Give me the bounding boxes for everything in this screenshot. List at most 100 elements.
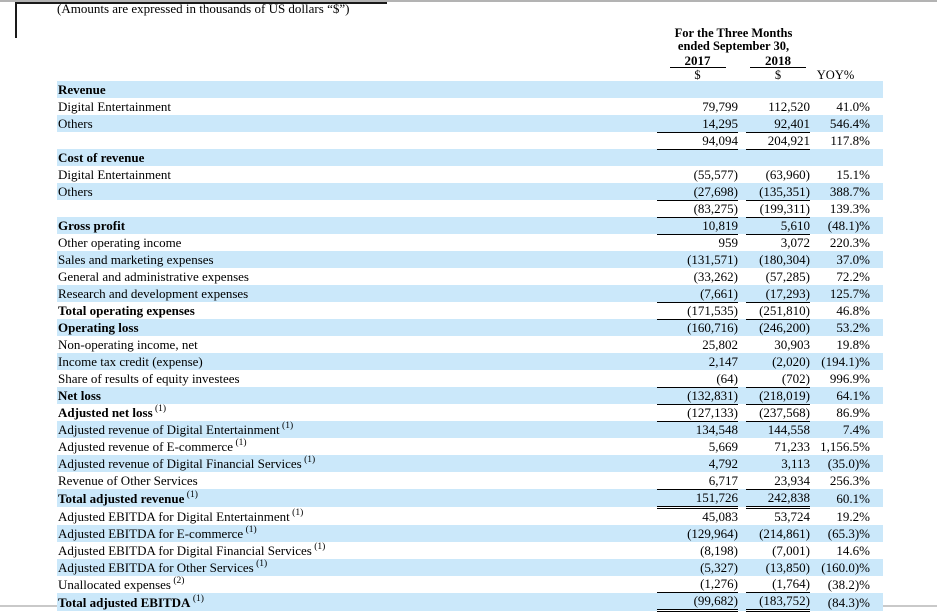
- row-label: Adjusted EBITDA for Digital Financial Se…: [57, 542, 657, 559]
- value-yoy: 7.4%: [842, 422, 871, 437]
- value-yoy: 60.1%: [836, 491, 871, 506]
- value-2018: [746, 81, 810, 98]
- value-2018: 204,921: [746, 132, 811, 150]
- value-yoy: 37.0%: [836, 252, 871, 267]
- row-label: Total operating expenses: [57, 302, 657, 319]
- row-label: Gross profit: [57, 217, 657, 234]
- value-yoy: 53.2%: [836, 320, 871, 335]
- value-2018: (702): [746, 370, 811, 388]
- row-label-text: Others: [58, 116, 93, 131]
- value-yoy: (160.0)%: [821, 559, 871, 575]
- value-2018: (57,285): [765, 269, 811, 284]
- row-label-text: Share of results of equity investees: [58, 371, 240, 386]
- value-2017: 6,717: [657, 472, 738, 490]
- row-label-text: Adjusted revenue of E-commerce: [58, 439, 234, 454]
- value-yoy: (84.3)%: [827, 594, 871, 610]
- row-label: Total adjusted revenue (1): [57, 489, 657, 507]
- row-label: Sales and marketing expenses: [57, 251, 657, 268]
- column-gap: [738, 268, 746, 285]
- footnote-ref: (1): [190, 593, 204, 604]
- table-row: Adjusted revenue of Digital Entertainmen…: [57, 421, 884, 438]
- table-row: Digital Entertainment 79,799 112,520 41.0%: [57, 98, 883, 115]
- value-2018: (135,351): [746, 183, 811, 201]
- row-label-text: Adjusted revenue of Digital Entertainmen…: [58, 422, 280, 437]
- value-2018: (214,861): [759, 525, 811, 541]
- column-gap: [738, 115, 746, 132]
- value-2018: 242,838: [746, 489, 811, 509]
- period-header-row: For the Three Months ended September 30,: [57, 27, 883, 53]
- value-yoy: 220.3%: [829, 235, 871, 250]
- row-label-text: Revenue of Other Services: [58, 473, 198, 488]
- table-row: Gross profit 10,819 5,610 (48.1)%: [57, 217, 884, 235]
- value-2017: [657, 81, 738, 98]
- value-2018: (183,752): [746, 592, 811, 612]
- column-gap: [738, 387, 746, 404]
- row-label: Income tax credit (expense): [57, 353, 657, 370]
- row-label: Research and development expenses: [57, 285, 657, 302]
- value-2017: 959: [718, 235, 739, 250]
- row-label: Operating loss: [57, 319, 657, 336]
- value-yoy: 117.8%: [830, 133, 871, 148]
- table-row: Others 14,295 92,401 546.4%: [57, 115, 884, 133]
- column-year-2017: 2017: [669, 54, 726, 68]
- value-2017: 25,802: [702, 337, 738, 352]
- value-2017: (7,661): [657, 285, 738, 303]
- value-yoy: 388.7%: [829, 184, 871, 199]
- currency-symbol-2018: $: [774, 68, 782, 81]
- value-yoy: 64.1%: [836, 388, 871, 403]
- table-row: Revenue: [57, 81, 884, 98]
- value-2018: 30,903: [774, 337, 811, 352]
- value-yoy: 256.3%: [829, 473, 871, 488]
- column-gap: [738, 200, 746, 217]
- row-label-text: Revenue: [58, 82, 106, 97]
- table-row: Adjusted revenue of E-commerce (1) 5,669 7…: [57, 438, 883, 455]
- value-yoy: 546.4%: [829, 116, 871, 131]
- value-2018: 71,233: [774, 439, 811, 454]
- table-row: Others (27,698) (135,351) 388.7%: [57, 183, 884, 201]
- value-2018: (237,568): [746, 404, 811, 422]
- row-label: Adjusted revenue of E-commerce (1): [57, 438, 657, 455]
- table-row: Total operating expenses (171,535) (251,81…: [57, 302, 883, 320]
- row-label: Unallocated expenses (2): [57, 576, 657, 593]
- table-row: Operating loss (160,716) (246,200) 53.2%: [57, 319, 884, 336]
- column-gap: [738, 285, 746, 302]
- financial-table: For the Three Months ended September 30,…: [57, 27, 884, 612]
- value-yoy: 19.2%: [836, 508, 871, 524]
- value-2018: (246,200): [759, 320, 811, 335]
- units-note: (Amounts are expressed in thousands of U…: [57, 1, 350, 16]
- row-label-text: Adjusted revenue of Digital Financial Se…: [58, 456, 302, 471]
- value-2017: (132,831): [657, 387, 738, 405]
- table-row: Sales and marketing expenses (131,571) (18…: [57, 251, 884, 268]
- column-gap: [738, 559, 746, 576]
- footnote-ref: (1): [152, 404, 167, 414]
- value-2017: (171,535): [657, 302, 738, 320]
- footnote-ref: (1): [233, 438, 247, 448]
- row-label: Revenue: [57, 81, 657, 98]
- column-gap: [738, 455, 746, 472]
- value-yoy: 19.8%: [836, 337, 871, 352]
- column-gap: [738, 438, 746, 455]
- value-2018: (251,810): [746, 302, 811, 320]
- yoy-column-label: YOY%: [816, 68, 855, 81]
- value-2017: (1,276): [657, 575, 738, 593]
- row-label-text: Adjusted EBITDA for E-commerce: [58, 525, 244, 541]
- table-row: Share of results of equity investees (64)…: [57, 370, 883, 388]
- value-2017: 134,548: [695, 422, 738, 437]
- period-line2: ended September 30,: [677, 39, 790, 53]
- row-label-text: Total adjusted revenue: [58, 491, 185, 506]
- value-2017: (8,198): [700, 542, 738, 558]
- table-body: Revenue Digital Entertainment 79,799 112,52…: [57, 81, 884, 612]
- row-label: Revenue of Other Services: [57, 472, 657, 489]
- value-2017: (127,133): [657, 404, 738, 422]
- value-2017: 14,295: [657, 115, 738, 133]
- table-row: Total adjusted revenue (1) 151,726 242,838…: [57, 489, 884, 509]
- table-border-top: [15, 2, 387, 4]
- value-2017: (55,577): [693, 167, 738, 182]
- column-gap: [738, 319, 746, 336]
- value-2018: (13,850): [765, 559, 811, 575]
- column-gap: [738, 132, 746, 149]
- value-2018: (218,019): [746, 387, 811, 405]
- value-2017: 45,083: [702, 508, 738, 524]
- row-label: Other operating income: [57, 234, 657, 251]
- value-2018: (7,001): [772, 542, 811, 558]
